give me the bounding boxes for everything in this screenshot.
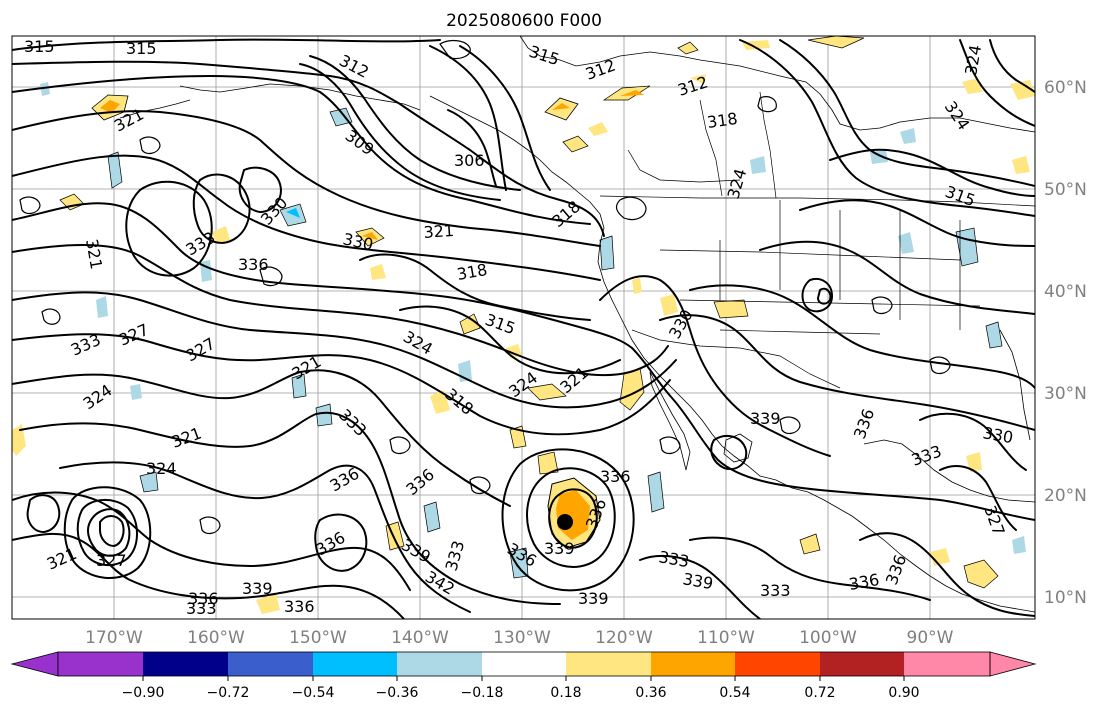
lon-label-90w: 90°W [907,628,954,648]
contour-label: 336 [284,597,315,616]
colorbar-segment [904,652,990,676]
contour-label: 339 [242,579,273,598]
colorbar: −0.90 −0.72 −0.54 −0.36 −0.18 0.18 0.36 … [10,651,1037,701]
lon-label-160w: 160°W [187,628,245,648]
lat-label-50n: 50°N [1044,180,1087,200]
contour-label: 339 [750,409,781,428]
lon-label-170w: 170°W [85,628,143,648]
colorbar-tick-label: −0.54 [292,685,335,701]
contour-label: 318 [706,109,739,132]
colorbar-tick-label: 0.54 [719,685,750,701]
contour-label: 324 [146,459,177,478]
colorbar-segment [651,652,735,676]
contour-label: 339 [544,539,575,558]
contour-label: 336 [188,589,219,608]
lat-label-40n: 40°N [1044,282,1087,302]
colorbar-tick-label: 0.36 [635,685,666,701]
lon-label-100w: 100°W [799,628,857,648]
contour-label: 333 [760,581,791,600]
theta-e-contours [12,38,1035,619]
longitude-labels: 170°W 160°W 150°W 140°W 130°W 120°W 110°… [85,628,954,648]
colorbar-frame [57,651,991,677]
contour-label: 339 [578,589,609,608]
lon-label-120w: 120°W [595,628,653,648]
colorbar-segment [143,652,228,676]
colorbar-tick-label: −0.36 [376,685,419,701]
map-panel: 315 315 315 312 312 312 321 309 306 318 … [11,35,1087,648]
colorbar-tick-label: −0.18 [461,685,504,701]
colorbar-tick-label: −0.72 [207,685,250,701]
colorbar-tick-label: 0.90 [888,685,919,701]
contour-label: 321 [423,221,455,242]
colorbar-segment [735,652,820,676]
colorbar-extend-left [10,651,59,677]
colorbar-ticks [142,676,905,681]
lat-label-20n: 20°N [1044,486,1087,506]
lon-label-140w: 140°W [391,628,449,648]
contour-label: 315 [24,37,55,56]
contour-label: 333 [186,599,217,618]
map-frame [11,35,1036,620]
lon-label-130w: 130°W [493,628,551,648]
lat-label-10n: 10°N [1044,588,1087,608]
colorbar-tick-label: 0.18 [550,685,581,701]
contour-label: 315 [126,39,157,58]
map-title: 2025080600 F000 [446,11,602,31]
colorbar-tick-label: 0.72 [804,685,835,701]
political-borders [599,91,1035,389]
contour-label: 327 [96,551,127,570]
contour-label: 306 [454,151,485,170]
graticule [12,36,1035,619]
colorbar-segment [397,652,482,676]
lon-label-110w: 110°W [697,628,755,648]
colorbar-segment [58,652,143,676]
colorbar-tick-label: −0.90 [122,685,165,701]
colorbar-segment [820,652,904,676]
small-contour-fragments [19,39,951,535]
lat-label-30n: 30°N [1044,384,1087,404]
colorbar-segment [566,652,651,676]
colorbar-segment [482,652,566,676]
contour-label: 336 [600,467,631,486]
latitude-labels: 60°N 50°N 40°N 30°N 20°N 10°N [1044,78,1087,608]
cyclone-center-marker [557,514,573,530]
colorbar-segment [228,652,313,676]
lat-label-60n: 60°N [1044,78,1087,98]
colorbar-tick-labels: −0.90 −0.72 −0.54 −0.36 −0.18 0.18 0.36 … [122,685,920,701]
colorbar-segment [313,652,397,676]
colorbar-extend-right [989,651,1037,677]
lon-label-150w: 150°W [289,628,347,648]
map-background [12,36,1035,619]
contour-label: 336 [238,255,269,274]
coastlines [119,36,1035,613]
